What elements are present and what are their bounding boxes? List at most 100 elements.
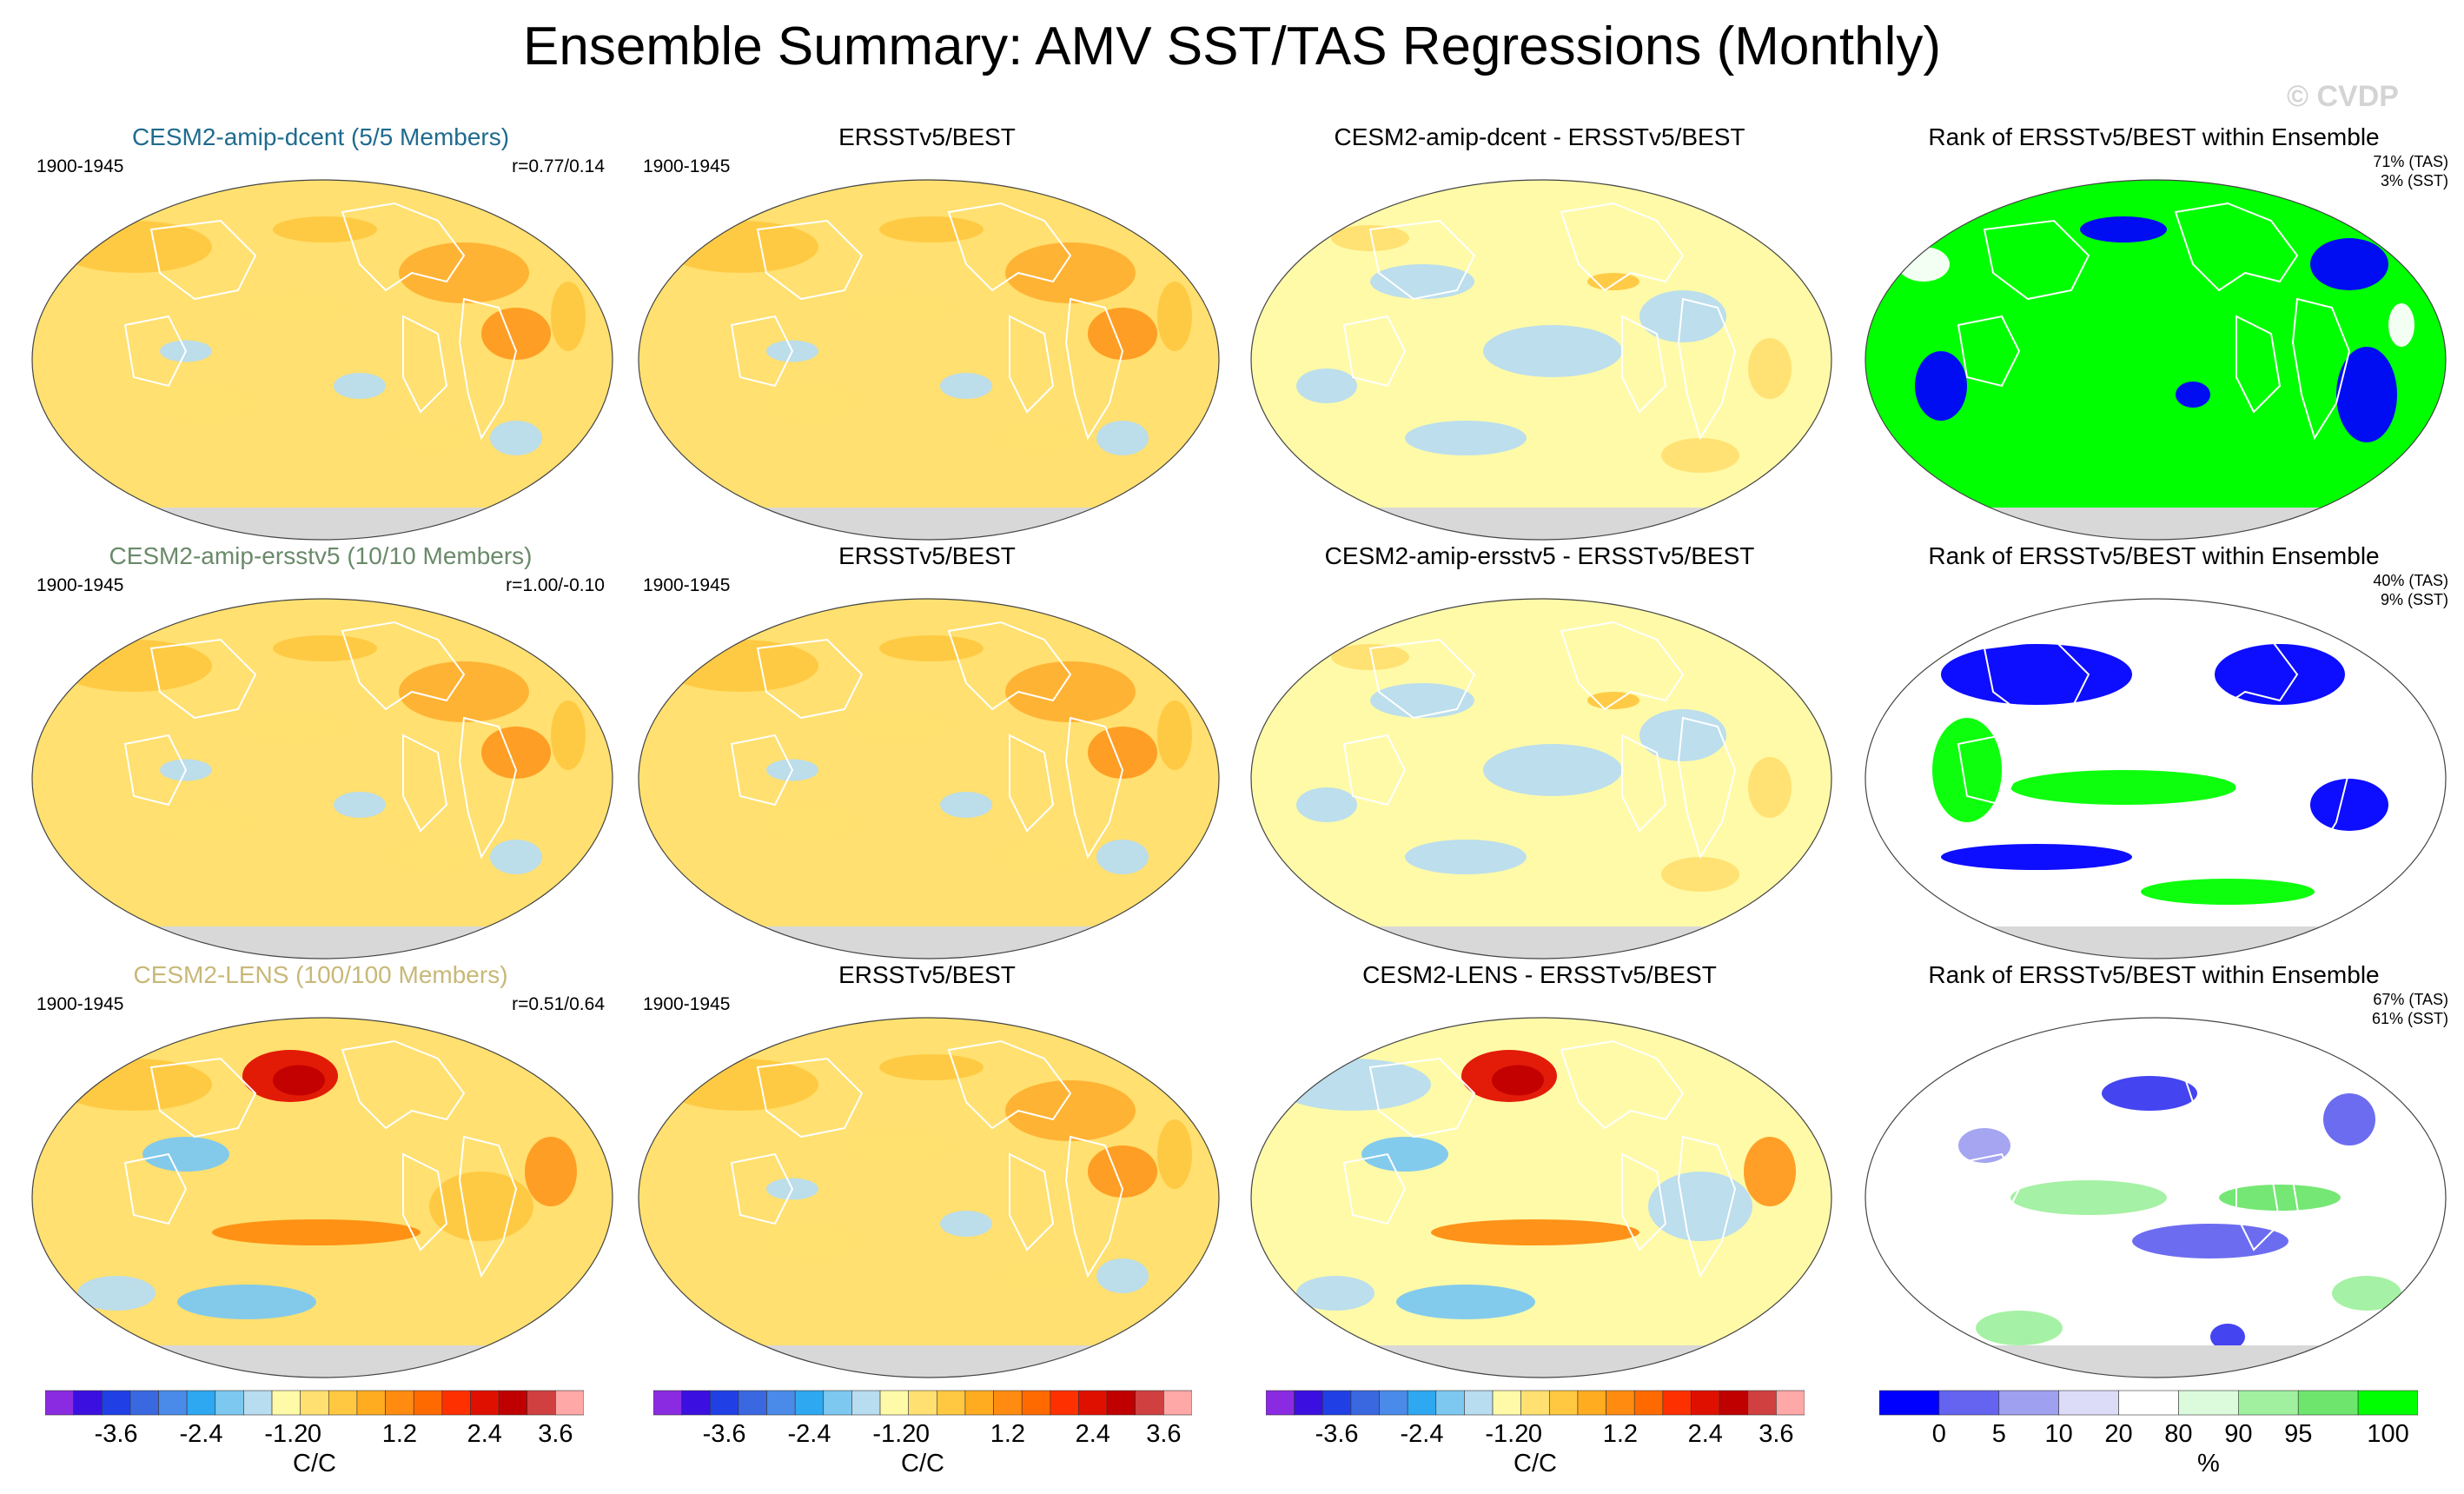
sst-rank-percent: 3% (SST) <box>2380 172 2448 189</box>
colorbar-unit: C/C <box>293 1450 336 1477</box>
colorbar-swatch <box>709 1390 739 1416</box>
colorbar-swatch <box>653 1390 682 1416</box>
model-regression-map <box>31 1017 613 1378</box>
period-label: 1900-1945 <box>643 994 731 1014</box>
colorbar-swatch <box>45 1390 74 1416</box>
model-panel-title: CESM2-amip-dcent (5/5 Members) <box>131 123 510 150</box>
colorbar-tick-label: 0 <box>915 1420 931 1448</box>
rank-panel-title: Rank of ERSSTv5/BEST within Ensemble <box>1928 961 2380 988</box>
colorbar-swatch <box>937 1390 966 1416</box>
colorbar-swatch <box>470 1390 500 1416</box>
colorbar-swatch <box>794 1390 825 1416</box>
colorbar-swatch <box>1021 1390 1051 1416</box>
colorbar-swatch <box>1633 1390 1664 1416</box>
colorbar-tick-label: 3.6 <box>538 1420 573 1448</box>
rank-panel: Rank of ERSSTv5/BEST within Ensemble 71%… <box>1854 123 2454 541</box>
colorbar-swatch <box>1350 1390 1380 1416</box>
colorbar-swatch <box>1719 1390 1749 1416</box>
colorbar-tick-label: -1.2 <box>1485 1420 1529 1448</box>
tas-rank-percent: 40% (TAS) <box>2373 572 2448 589</box>
observation-panel: ERSSTv5/BEST 1900-1945 <box>627 542 1227 959</box>
colorbar-tick-label: -2.4 <box>787 1420 831 1448</box>
period-label: 1900-1945 <box>36 575 124 595</box>
observation-regression-map <box>638 1017 1220 1378</box>
colorbar-swatch <box>1266 1390 1295 1416</box>
observation-panel-title: ERSSTv5/BEST <box>838 123 1016 150</box>
model-panel: CESM2-LENS (100/100 Members) 1900-1945 r… <box>21 961 620 1378</box>
colorbar-swatch <box>1879 1390 1940 1416</box>
colorbar-swatch <box>413 1390 443 1416</box>
difference-panel: CESM2-amip-ersstv5 - ERSSTv5/BEST <box>1240 542 1839 959</box>
regression-colorbar: -3.6 -2.4 -1.2 0 1.2 2.4 3.6 C/C <box>45 1389 584 1493</box>
colorbar-swatch <box>738 1390 767 1416</box>
model-regression-map <box>31 179 613 541</box>
colorbar-swatch <box>1606 1390 1635 1416</box>
colorbar-tick-label: 90 <box>2224 1420 2253 1448</box>
colorbar-unit: C/C <box>1514 1450 1557 1477</box>
colorbar-tick-label: -3.6 <box>1315 1420 1359 1448</box>
model-regression-map <box>31 598 613 959</box>
colorbar-tick-label: -3.6 <box>94 1420 138 1448</box>
colorbar-tick-label: -2.4 <box>1400 1420 1444 1448</box>
colorbar-swatch <box>498 1390 528 1416</box>
rank-map <box>1865 1017 2447 1378</box>
colorbar-tick-label: -2.4 <box>179 1420 223 1448</box>
rank-panel-title: Rank of ERSSTv5/BEST within Ensemble <box>1928 542 2380 569</box>
tas-rank-percent: 71% (TAS) <box>2373 153 2448 170</box>
colorbar-swatch <box>2238 1390 2299 1416</box>
colorbar-tick-label: 0 <box>1931 1420 1946 1448</box>
cvdp-watermark: © CVDP <box>2287 80 2399 113</box>
colorbar-swatch <box>1135 1390 1164 1416</box>
colorbar-swatch <box>158 1390 188 1416</box>
model-panel: CESM2-amip-ersstv5 (10/10 Members) 1900-… <box>21 542 620 959</box>
colorbar-swatch <box>1321 1390 1352 1416</box>
colorbar-tick-label: 1.2 <box>1602 1420 1639 1448</box>
sst-rank-percent: 61% (SST) <box>2371 1010 2448 1027</box>
colorbar-tick-label: 5 <box>1991 1420 2006 1448</box>
difference-map <box>1250 179 1832 541</box>
observation-regression-map <box>638 179 1220 541</box>
colorbar-swatch <box>766 1390 796 1416</box>
colorbar-tick-label: 10 <box>2044 1420 2073 1448</box>
colorbar-swatch <box>1691 1390 1720 1416</box>
colorbar-swatch <box>2178 1390 2239 1416</box>
colorbar-swatch <box>1464 1390 1494 1416</box>
rank-panel-title: Rank of ERSSTv5/BEST within Ensemble <box>1928 123 2380 150</box>
colorbar-swatch <box>1747 1390 1777 1416</box>
colorbar-tick-label: 3.6 <box>1759 1420 1794 1448</box>
model-panel: CESM2-amip-dcent (5/5 Members) 1900-1945… <box>21 123 620 541</box>
colorbar-swatch <box>1294 1390 1323 1416</box>
observation-panel-title: ERSSTv5/BEST <box>838 961 1016 988</box>
colorbar-swatch <box>527 1390 556 1416</box>
colorbar-swatch <box>215 1390 244 1416</box>
colorbar-tick-label: 95 <box>2284 1420 2313 1448</box>
colorbar-tick-label: 1.2 <box>990 1420 1026 1448</box>
colorbar-swatch <box>1379 1390 1408 1416</box>
colorbar-tick-label: 20 <box>2104 1420 2133 1448</box>
period-label: 1900-1945 <box>36 156 124 176</box>
colorbar-swatch <box>300 1390 329 1416</box>
colorbar-tick-label: 1.2 <box>381 1420 418 1448</box>
colorbar-swatch <box>1163 1390 1192 1416</box>
colorbar-swatch <box>1407 1390 1437 1416</box>
colorbar-swatch <box>908 1390 937 1416</box>
colorbar-tick-label: -1.2 <box>872 1420 917 1448</box>
colorbar-swatch <box>1938 1390 2000 1416</box>
colorbar-tick-label: 2.4 <box>1687 1420 1723 1448</box>
colorbar-swatch <box>1050 1390 1079 1416</box>
colorbar-tick-label: -3.6 <box>702 1420 746 1448</box>
difference-panel: CESM2-LENS - ERSSTv5/BEST <box>1240 961 1839 1378</box>
rank-map <box>1865 179 2447 541</box>
colorbar-swatch <box>681 1390 711 1416</box>
colorbar-tick-label: 0 <box>307 1420 322 1448</box>
difference-map <box>1250 598 1832 959</box>
period-label: 1900-1945 <box>643 156 731 176</box>
colorbar-swatch <box>1577 1390 1606 1416</box>
colorbar-swatches <box>653 1390 1192 1416</box>
observation-panel: ERSSTv5/BEST 1900-1945 <box>627 123 1227 541</box>
colorbar-tick-label: -1.2 <box>264 1420 308 1448</box>
pattern-correlation: r=0.77/0.14 <box>512 156 605 176</box>
model-panel-title: CESM2-LENS (100/100 Members) <box>133 961 508 988</box>
colorbar-swatch <box>555 1390 584 1416</box>
rank-map <box>1865 598 2447 959</box>
